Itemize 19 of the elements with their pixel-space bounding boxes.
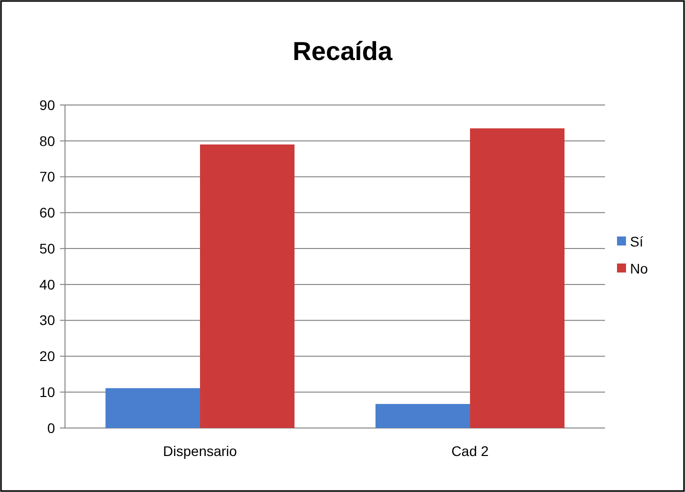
chart-title: Recaída	[292, 36, 393, 66]
y-tick-label: 40	[39, 276, 56, 292]
bar	[106, 388, 200, 428]
y-tick-label: 10	[39, 384, 56, 400]
legend-label: Sí	[630, 233, 644, 250]
legend-label: No	[630, 260, 648, 276]
bar	[200, 144, 294, 428]
y-tick-label: 60	[39, 204, 56, 221]
y-tick-label: 20	[39, 348, 56, 364]
y-tick-label: 50	[39, 240, 56, 256]
bar	[470, 128, 564, 428]
bar	[376, 404, 470, 428]
y-tick-label: 30	[39, 312, 56, 328]
y-tick-label: 90	[39, 96, 56, 113]
y-tick-label: 70	[39, 168, 56, 185]
x-tick-label: Dispensario	[163, 443, 238, 459]
y-tick-label: 80	[39, 132, 56, 149]
y-tick-label: 0	[47, 420, 56, 436]
x-tick-label: Cad 2	[451, 443, 489, 459]
